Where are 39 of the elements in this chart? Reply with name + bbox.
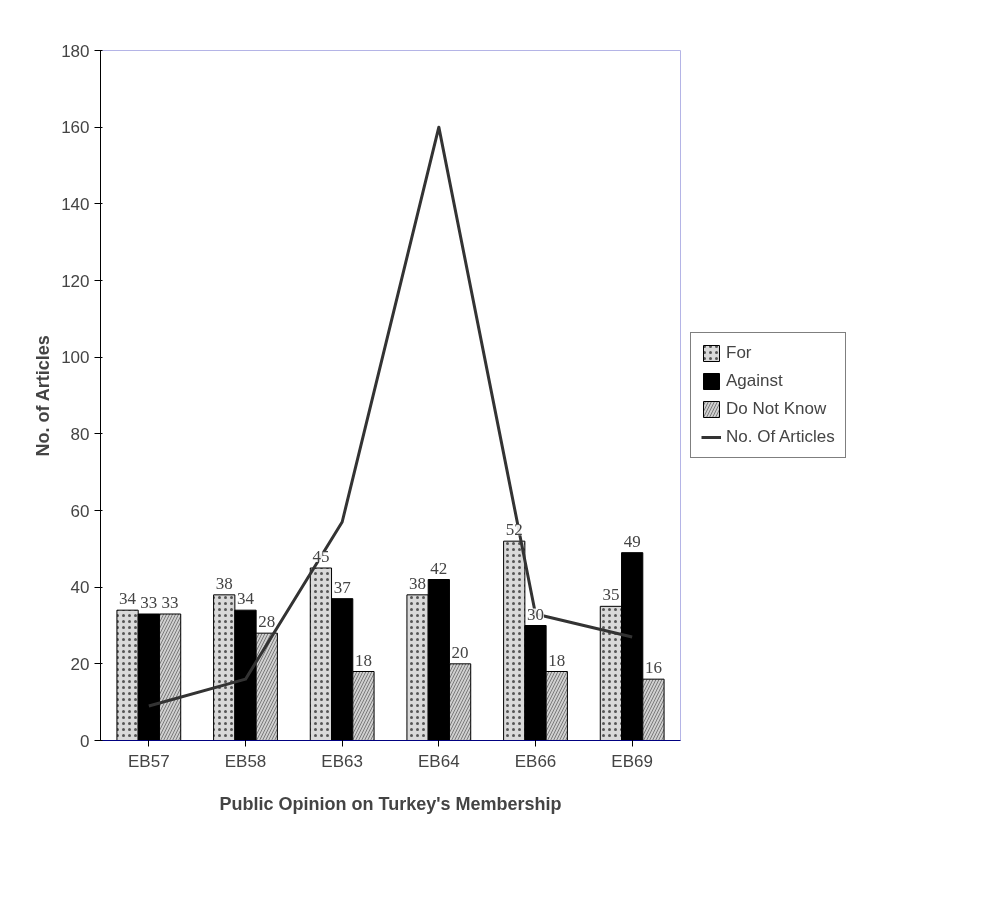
data-label: 34 [237,589,255,609]
data-label: 28 [258,612,276,632]
x-tick-label: EB63 [321,751,363,771]
x-tick-label: EB57 [128,751,170,771]
data-label: 38 [215,573,233,593]
data-label: 52 [505,520,523,540]
legend-label: Against [726,371,783,391]
data-label: 18 [548,650,566,670]
y-tick-label: 120 [61,271,90,291]
legend-label: For [726,343,752,363]
y-tick-label: 180 [61,41,90,61]
x-tick-label: EB58 [224,751,267,771]
legend-label: No. Of Articles [726,427,835,447]
data-label: 37 [333,577,352,597]
data-label: 35 [602,585,620,605]
data-label: 16 [644,658,662,678]
x-tick-label: EB66 [514,751,557,771]
x-axis-title: Public Opinion on Turkey's Membership [219,793,562,814]
data-label: 20 [451,642,469,662]
y-tick-label: 140 [61,194,90,214]
x-tick-label: EB64 [418,751,460,771]
y-tick-label: 0 [80,731,90,751]
data-label: 18 [354,650,372,670]
y-tick-label: 80 [70,424,90,444]
y-tick-label: 40 [70,578,90,598]
y-axis-title: No. of Articles [33,335,54,457]
data-label: 42 [430,558,448,578]
y-tick-label: 20 [70,654,90,674]
y-tick-label: 100 [61,348,90,368]
data-label: 49 [623,531,641,551]
data-label: 34 [119,589,137,609]
data-label: 45 [312,547,330,566]
data-label: 33 [161,593,179,612]
data-label: 33 [140,593,158,612]
x-tick-label: EB69 [611,751,653,771]
y-tick-label: 60 [70,501,90,521]
y-tick-label: 160 [61,118,90,138]
legend-label: Do Not Know [726,399,827,419]
data-label: 38 [409,573,427,593]
